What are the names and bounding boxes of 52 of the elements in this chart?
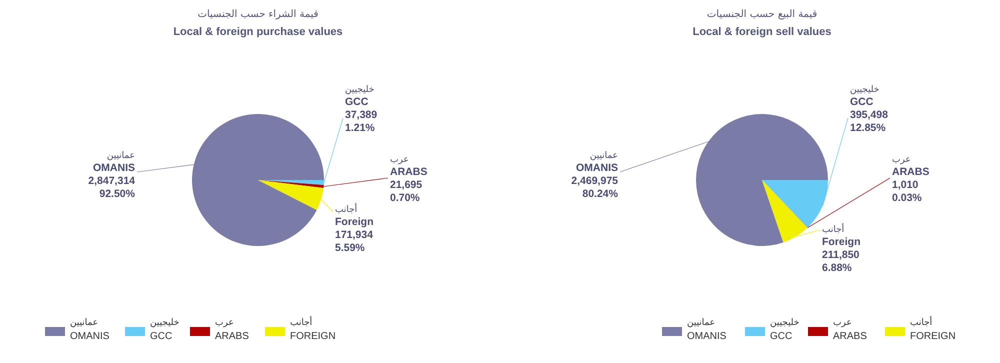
text: OMANIS (93, 162, 135, 174)
text: عرب (215, 318, 234, 328)
legend-label: ARABS (215, 331, 250, 342)
legend-label: GCC (150, 331, 172, 342)
text: خليجيين (345, 85, 374, 95)
text: ARABS (892, 166, 930, 178)
text: GCC (850, 96, 874, 108)
text: عرب (390, 155, 409, 165)
data-label: 21,695 (390, 179, 422, 191)
text: GCC (345, 96, 369, 108)
text: 5.59% (335, 242, 366, 254)
text: عمانيين (106, 151, 135, 161)
data-label: 395,498 (850, 109, 888, 121)
data-label: 171,934 (335, 229, 374, 241)
legend-label: ARABS (833, 331, 868, 342)
data-label: 2,469,975 (571, 175, 618, 187)
text: 92.50% (99, 188, 136, 200)
text: OMANIS (576, 162, 618, 174)
legend-label: OMANIS (70, 331, 110, 342)
text: 12.85% (850, 122, 886, 134)
text: 0.03% (892, 192, 922, 204)
text: عرب (833, 318, 852, 328)
chart-title: قيمة البيع حسب الجنسيات (706, 9, 818, 20)
text: 1.21% (345, 122, 376, 134)
chart-subtitle: Local & foreign purchase values (173, 26, 343, 38)
text: عمانيين (687, 318, 716, 328)
text: أجانب (910, 316, 932, 328)
text: خليجيين (850, 85, 880, 95)
data-label: 2,847,314 (88, 175, 136, 187)
data-label: 1,010 (892, 179, 918, 191)
text: 80.24% (582, 188, 619, 200)
chart-subtitle: Local & foreign sell values (692, 26, 832, 38)
text: عمانيين (70, 318, 98, 328)
text: أجانب (290, 316, 312, 328)
data-label: 211,850 (822, 249, 860, 261)
text: Foreign (335, 216, 374, 228)
legend-label: FOREIGN (910, 331, 956, 342)
text: خليجيين (770, 318, 800, 328)
text: Foreign (822, 236, 860, 248)
text: عمانيين (590, 151, 618, 161)
text: أجانب (335, 203, 358, 215)
data-label: 37,389 (345, 109, 378, 121)
legend-label: FOREIGN (290, 331, 336, 342)
text: ARABS (390, 166, 428, 178)
text: 0.70% (390, 192, 420, 204)
legend-label: OMANIS (687, 331, 727, 342)
chart-title: قيمة الشراء حسب الجنسيات (198, 9, 319, 20)
text: عرب (892, 155, 911, 165)
text: 6.88% (822, 262, 852, 274)
text: خليجيين (150, 318, 180, 328)
legend-label: GCC (770, 331, 792, 342)
text: أجانب (822, 223, 844, 235)
